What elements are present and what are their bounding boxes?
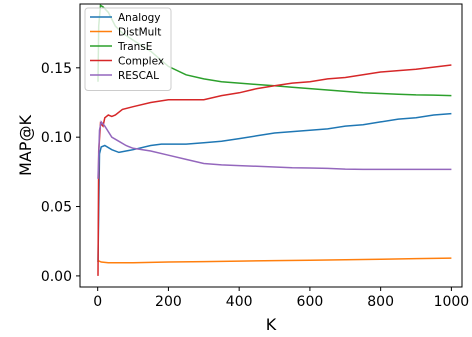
y-axis-label: MAP@K	[16, 115, 35, 176]
plot-frame	[79, 3, 463, 288]
legend: Analogy DistMult TransE Complex RESCAL	[84, 7, 172, 91]
x-tick-label: 1000	[434, 294, 470, 310]
series-line-distmult	[97, 257, 452, 264]
series-line-complex	[97, 64, 452, 276]
y-tick-label: 0.10	[41, 130, 72, 146]
legend-label-analogy: Analogy	[118, 12, 161, 24]
y-tick-label: 0.00	[41, 269, 72, 285]
legend-label-distmult: DistMult	[118, 27, 161, 39]
legend-label-rescal: RESCAL	[118, 70, 159, 82]
x-tick-label: 400	[226, 294, 253, 310]
x-axis-label: K	[266, 315, 277, 334]
series-line-analogy	[97, 112, 452, 263]
x-tick-label: 600	[297, 294, 324, 310]
x-tick-label: 200	[155, 294, 182, 310]
x-tick-label: 0	[93, 294, 102, 310]
legend-box	[84, 7, 172, 91]
legend-label-complex: Complex	[118, 56, 164, 68]
series-line-rescal	[97, 120, 452, 179]
ticks-layer: 0 200 400 600 800 1000 0.00 0.05 0.10 0.15	[41, 61, 469, 310]
y-tick-label: 0.05	[41, 200, 72, 216]
y-tick-label: 0.15	[41, 61, 72, 77]
x-tick-label: 800	[367, 294, 394, 310]
legend-label-transe: TransE	[117, 41, 152, 53]
